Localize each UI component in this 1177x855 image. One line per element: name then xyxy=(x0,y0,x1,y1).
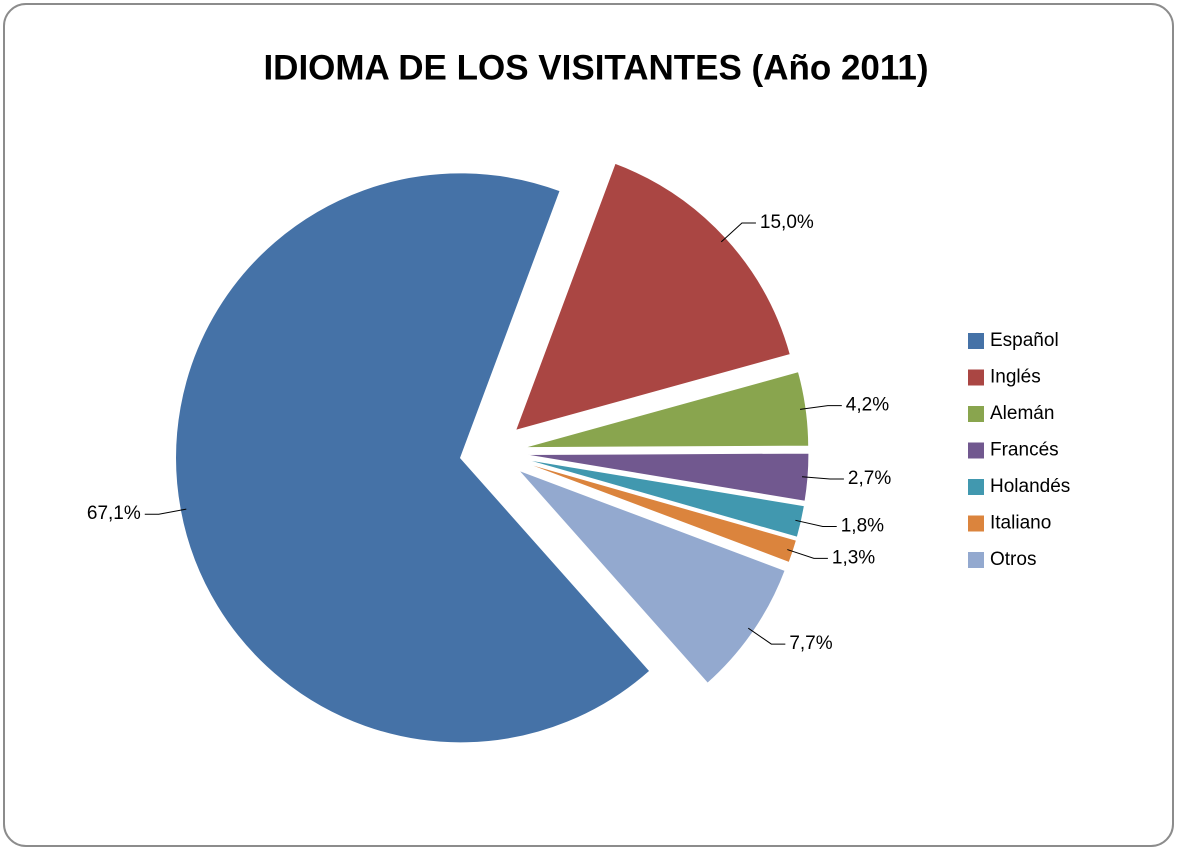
leader-line xyxy=(144,508,187,515)
leader-line xyxy=(747,627,786,645)
legend-label: Español xyxy=(990,330,1059,351)
legend-label: Italiano xyxy=(990,513,1051,534)
data-label: 2,7% xyxy=(848,468,891,489)
leader-line xyxy=(800,405,842,410)
legend-label: Alemán xyxy=(990,403,1054,424)
data-label: 15,0% xyxy=(760,212,814,233)
leader-line xyxy=(795,519,837,527)
data-label: 1,8% xyxy=(841,515,884,536)
data-label: 7,7% xyxy=(789,633,832,654)
legend-swatch xyxy=(968,369,984,386)
legend-label: Otros xyxy=(990,549,1036,570)
legend-label: Holandés xyxy=(990,476,1070,497)
data-label: 67,1% xyxy=(87,503,141,524)
legend-swatch xyxy=(968,442,984,459)
legend-label: Inglés xyxy=(990,367,1041,388)
data-label: 1,3% xyxy=(832,547,875,568)
legend-swatch xyxy=(968,552,984,568)
legend-swatch xyxy=(968,479,984,495)
leader-line xyxy=(787,549,828,559)
leader-line xyxy=(720,222,756,243)
chart-title: IDIOMA DE LOS VISITANTES (Año 2011) xyxy=(263,48,928,87)
legend-swatch xyxy=(968,406,984,422)
legend-label: Francés xyxy=(990,440,1059,461)
legend-swatch xyxy=(968,333,984,349)
legend-swatch xyxy=(968,515,984,532)
leader-line xyxy=(801,476,844,480)
data-label: 4,2% xyxy=(846,395,889,416)
